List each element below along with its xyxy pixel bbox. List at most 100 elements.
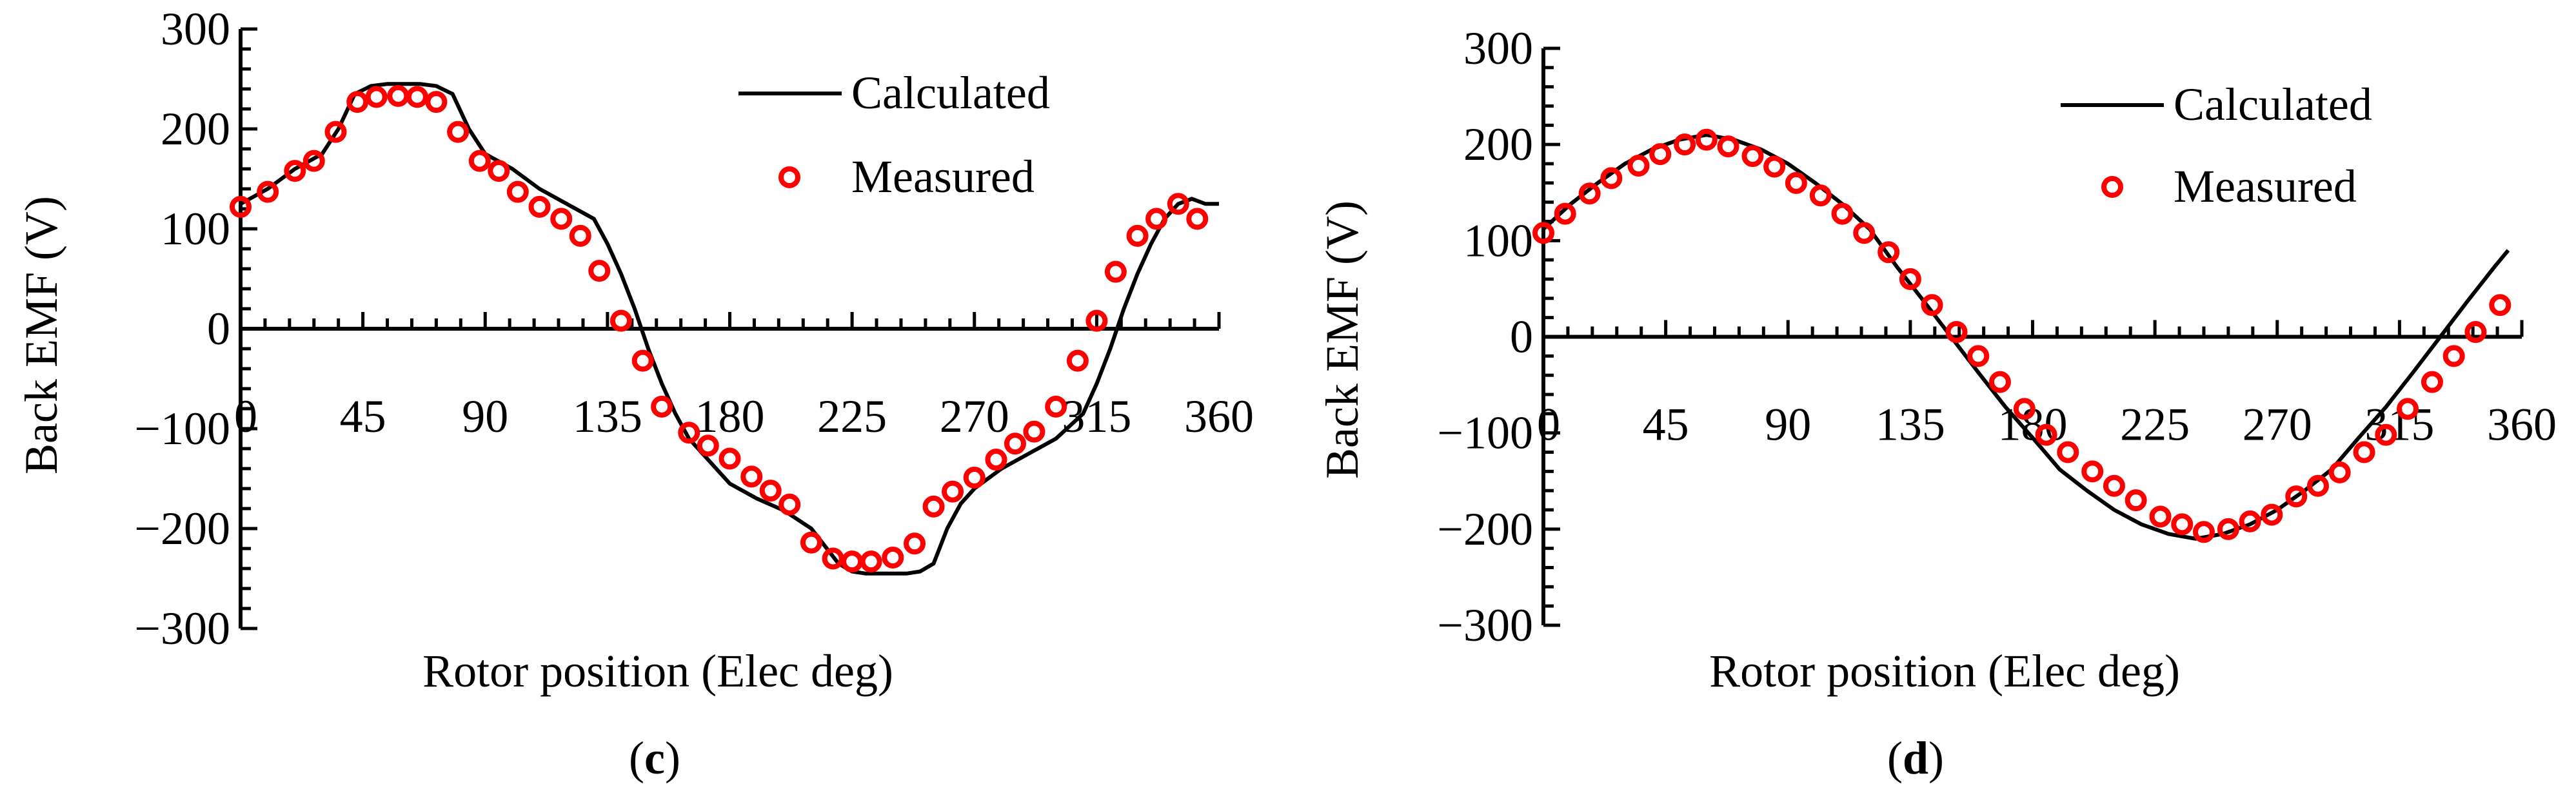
measured-point [1763, 155, 1786, 178]
x-tick-label: 315 [1062, 391, 1131, 442]
measured-point [1899, 268, 1921, 290]
x-tick-label: 135 [1876, 399, 1945, 451]
measured-point [963, 466, 986, 489]
measured-point [550, 208, 573, 230]
measured-point [2103, 474, 2125, 497]
y-tick-labels: 300 200 100 0 −100 −200 −300 [134, 3, 230, 654]
y-tick-label: −200 [1437, 503, 1533, 555]
x-tick-label: 270 [2243, 399, 2312, 451]
y-axis-title: Back EMF (V) [15, 196, 67, 474]
series-calculated [239, 82, 1219, 576]
legend-label-measured: Measured [2174, 161, 2357, 212]
measured-point [1554, 202, 1576, 225]
y-tick-label: 0 [1510, 311, 1533, 363]
measured-point [324, 121, 347, 143]
measured-point [506, 180, 529, 203]
measured-point [1831, 202, 1854, 225]
measured-point [2035, 423, 2057, 446]
y-tick-label: −300 [1437, 599, 1533, 651]
measured-point [468, 150, 491, 172]
x-axis-ticks [1541, 320, 2524, 337]
panel-label-d: (d) [1887, 732, 1944, 784]
measured-point [2149, 505, 2172, 528]
measured-point [569, 224, 591, 247]
measured-point [1945, 321, 1968, 344]
measured-point [488, 160, 510, 182]
measured-point [1023, 420, 1045, 443]
measured-point [2125, 489, 2147, 512]
measured-point [2353, 441, 2375, 463]
x-tick-label: 360 [1184, 391, 1254, 442]
measured-point [1921, 294, 1943, 316]
measured-point [841, 550, 864, 573]
measured-point [2239, 510, 2261, 532]
y-tick-label: −300 [134, 603, 230, 654]
series-calculated [1541, 133, 2510, 541]
series-measured [1532, 128, 2512, 543]
y-tick-label: 100 [161, 203, 230, 255]
measured-point [2217, 518, 2239, 540]
x-axis-ticks [239, 312, 1221, 329]
measured-point [346, 91, 369, 113]
panel-label-c: (c) [629, 732, 680, 784]
measured-point [1967, 345, 1990, 367]
measured-point [2013, 398, 2036, 420]
measured-point [860, 550, 882, 573]
x-tick-label: 90 [1765, 399, 1811, 451]
legend-label-measured: Measured [851, 151, 1035, 202]
measured-point [1853, 222, 1876, 244]
y-tick-label: −100 [134, 403, 230, 454]
measured-point [1717, 135, 1739, 158]
measured-point [2285, 485, 2308, 508]
y-tick-labels: 300 200 100 0 −100 −200 −300 [1437, 23, 1533, 651]
measured-point [230, 195, 252, 218]
measured-point [1045, 395, 1067, 418]
measured-point [651, 395, 673, 418]
legend: Calculated Measured [2061, 79, 2372, 212]
measured-point [1004, 433, 1026, 455]
legend-marker-swatch [778, 166, 800, 188]
measured-point [697, 434, 719, 457]
measured-point [2328, 461, 2351, 483]
x-tick-label: 0 [234, 391, 257, 442]
measured-point [942, 480, 964, 503]
y-tick-label: 300 [161, 3, 230, 55]
measured-point [2261, 503, 2283, 526]
measured-point [678, 422, 700, 444]
y-tick-label: −100 [1437, 407, 1533, 459]
measured-point [1878, 241, 1900, 264]
measured-point [1674, 133, 1696, 156]
panel-label-letter: d [1903, 732, 1928, 784]
measured-point [425, 91, 448, 113]
y-axis-title: Back EMF (V) [1316, 200, 1368, 479]
legend-label-calculated: Calculated [2174, 79, 2372, 130]
measured-point [1532, 222, 1554, 244]
x-tick-label: 225 [817, 391, 887, 442]
measured-point [2171, 513, 2194, 536]
measured-point [365, 86, 388, 108]
measured-point [2464, 321, 2487, 344]
x-tick-label: 45 [1643, 399, 1689, 451]
measured-point [2421, 371, 2443, 393]
calculated-line [239, 82, 1219, 576]
measured-point [1600, 167, 1623, 190]
y-tick-label: 300 [1463, 23, 1533, 74]
x-axis-title: Rotor position (Elec deg) [1709, 645, 2180, 697]
measured-point [759, 480, 782, 502]
legend: Calculated Measured [738, 67, 1050, 202]
calculated-line [1541, 133, 2510, 541]
y-tick-label: 200 [1463, 119, 1533, 170]
series-measured [230, 84, 1209, 573]
measured-point [2057, 441, 2079, 463]
measured-point [822, 547, 844, 570]
measured-point [609, 309, 632, 332]
measured-point [1695, 128, 1718, 151]
measured-point [2397, 398, 2419, 420]
measured-point [588, 260, 611, 282]
measured-point [1988, 371, 2011, 393]
y-tick-label: 200 [161, 103, 230, 155]
x-tick-label: 270 [940, 391, 1009, 442]
